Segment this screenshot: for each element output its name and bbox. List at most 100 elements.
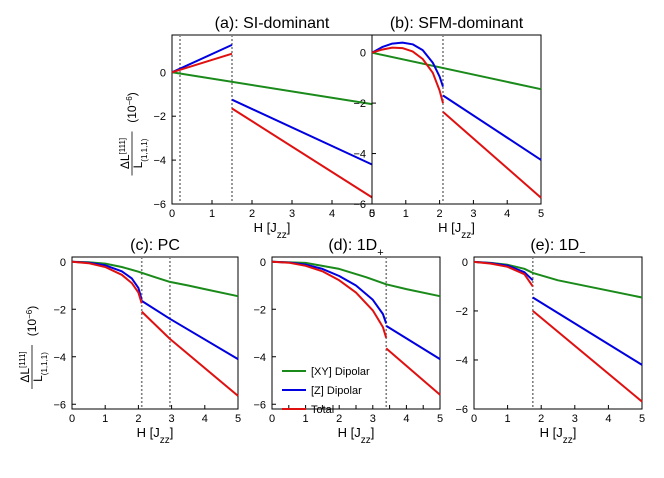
y-tick-label: −2 bbox=[153, 111, 166, 123]
series-line-xy bbox=[171, 71, 373, 106]
panel-title: (e): 1D− bbox=[530, 237, 585, 259]
x-tick-label: 5 bbox=[369, 208, 375, 220]
series-line-xy bbox=[271, 260, 441, 298]
x-axis-label: H [Jzz] bbox=[338, 425, 375, 446]
series-line-total bbox=[171, 52, 233, 74]
x-tick-label: 1 bbox=[209, 208, 215, 220]
x-tick-label: 4 bbox=[403, 413, 409, 425]
y-tick-label: −4 bbox=[253, 352, 266, 364]
y-label-unit: (10−6) bbox=[25, 306, 40, 336]
panel-2: (c): PC 0 1 2 3 4 5 0 −2 −4 −6 H [Jzz] ΔL[111]L(1,1,… bbox=[18, 237, 242, 446]
series-line-total bbox=[385, 347, 441, 396]
panel-title: (d): 1D+ bbox=[328, 237, 383, 259]
x-tick-label: 2 bbox=[538, 413, 544, 425]
series-line-z bbox=[442, 94, 542, 161]
y-tick-label: 0 bbox=[260, 257, 266, 269]
x-tick-label: 1 bbox=[102, 413, 108, 425]
series-line-total bbox=[532, 310, 643, 403]
y-tick-label: −2 bbox=[253, 304, 266, 316]
y-tick-label: −6 bbox=[353, 199, 366, 211]
legend: [XY] Dipolar [Z] Dipolar Total bbox=[282, 366, 370, 416]
x-tick-label: 5 bbox=[639, 413, 645, 425]
panel-title: (b): SFM-dominant bbox=[390, 15, 524, 32]
panel-frame bbox=[473, 256, 643, 410]
y-label-numerator: ΔL[111] bbox=[118, 138, 133, 169]
panel-title: (c): PC bbox=[130, 237, 180, 254]
series-line-z bbox=[171, 43, 233, 74]
y-tick-label: −6 bbox=[153, 199, 166, 211]
y-tick-label: −6 bbox=[253, 399, 266, 411]
x-tick-label: 2 bbox=[249, 208, 255, 220]
y-tick-label: −2 bbox=[353, 98, 366, 110]
x-tick-label: 3 bbox=[370, 413, 376, 425]
y-axis-label: ΔL[111]L(1,1,1) (10−6) bbox=[18, 306, 49, 389]
series-line-z bbox=[371, 41, 444, 88]
series-line-total bbox=[141, 310, 239, 397]
series-line-total bbox=[473, 260, 534, 287]
x-tick-label: 1 bbox=[403, 208, 409, 220]
x-tick-label: 0 bbox=[369, 208, 375, 220]
y-tick-label: −6 bbox=[455, 404, 468, 416]
y-tick-label: −2 bbox=[455, 306, 468, 318]
panel-title: (a): SI-dominant bbox=[215, 15, 330, 32]
y-tick-label: 0 bbox=[160, 67, 166, 79]
series-line-total bbox=[442, 111, 542, 199]
panel-frame bbox=[371, 34, 542, 205]
series-line-z bbox=[532, 296, 643, 366]
series-line-xy bbox=[371, 51, 542, 91]
x-tick-label: 2 bbox=[437, 208, 443, 220]
y-tick-label: 0 bbox=[360, 48, 366, 60]
x-axis-label: H [Jzz] bbox=[438, 220, 475, 241]
x-tick-label: 0 bbox=[471, 413, 477, 425]
x-tick-label: 1 bbox=[505, 413, 511, 425]
x-tick-label: 4 bbox=[329, 208, 335, 220]
y-label-unit: (10−6) bbox=[125, 92, 140, 122]
panel-4: (e): 1D− 0 1 2 3 4 5 0 −2 −4 −6 H [Jzz] bbox=[455, 237, 645, 446]
x-axis-label: H [Jzz] bbox=[137, 425, 174, 446]
y-tick-label: −4 bbox=[153, 155, 166, 167]
series-line-total bbox=[371, 46, 444, 104]
y-tick-label: −2 bbox=[53, 304, 66, 316]
series-line-xy bbox=[473, 260, 643, 299]
y-tick-label: −4 bbox=[53, 352, 66, 364]
y-label-denominator: L(1,1,1) bbox=[31, 352, 49, 382]
series-line-z bbox=[141, 300, 239, 360]
legend-label: [Z] Dipolar bbox=[311, 385, 362, 397]
x-tick-label: 4 bbox=[504, 208, 510, 220]
x-tick-label: 5 bbox=[538, 208, 544, 220]
y-tick-label: 0 bbox=[462, 257, 468, 269]
x-axis-label: H [Jzz] bbox=[540, 425, 577, 446]
panel-frame bbox=[71, 256, 239, 410]
x-tick-label: 0 bbox=[69, 413, 75, 425]
y-axis-label: ΔL[111]L(1,1,1) (10−6) bbox=[118, 92, 149, 176]
x-tick-label: 3 bbox=[169, 413, 175, 425]
x-tick-label: 3 bbox=[289, 208, 295, 220]
x-tick-label: 4 bbox=[202, 413, 208, 425]
series-line-total bbox=[231, 107, 373, 199]
series-line-z bbox=[231, 98, 373, 166]
x-tick-label: 2 bbox=[336, 413, 342, 425]
legend-label: Total bbox=[311, 404, 334, 416]
x-tick-label: 4 bbox=[605, 413, 611, 425]
series-line-total bbox=[271, 260, 388, 339]
y-tick-label: −4 bbox=[353, 149, 366, 161]
y-label-denominator: L(1,1,1) bbox=[131, 138, 149, 168]
x-axis-label: H [Jzz] bbox=[254, 220, 291, 241]
y-tick-label: 0 bbox=[60, 257, 66, 269]
series-line-total bbox=[71, 260, 143, 304]
y-tick-label: −4 bbox=[455, 355, 468, 367]
x-tick-label: 2 bbox=[135, 413, 141, 425]
x-tick-label: 1 bbox=[303, 413, 309, 425]
y-label-numerator: ΔL[111] bbox=[18, 351, 33, 382]
x-tick-label: 3 bbox=[470, 208, 476, 220]
y-tick-label: −6 bbox=[53, 399, 66, 411]
series-line-xy bbox=[71, 260, 239, 298]
x-tick-label: 3 bbox=[572, 413, 578, 425]
legend-label: [XY] Dipolar bbox=[311, 366, 370, 378]
panel-3: (d): 1D+ 0 1 2 3 4 5 0 −2 −4 −6 H [Jzz] bbox=[253, 237, 443, 446]
series-line-z bbox=[271, 260, 388, 324]
x-tick-label: 5 bbox=[235, 413, 241, 425]
